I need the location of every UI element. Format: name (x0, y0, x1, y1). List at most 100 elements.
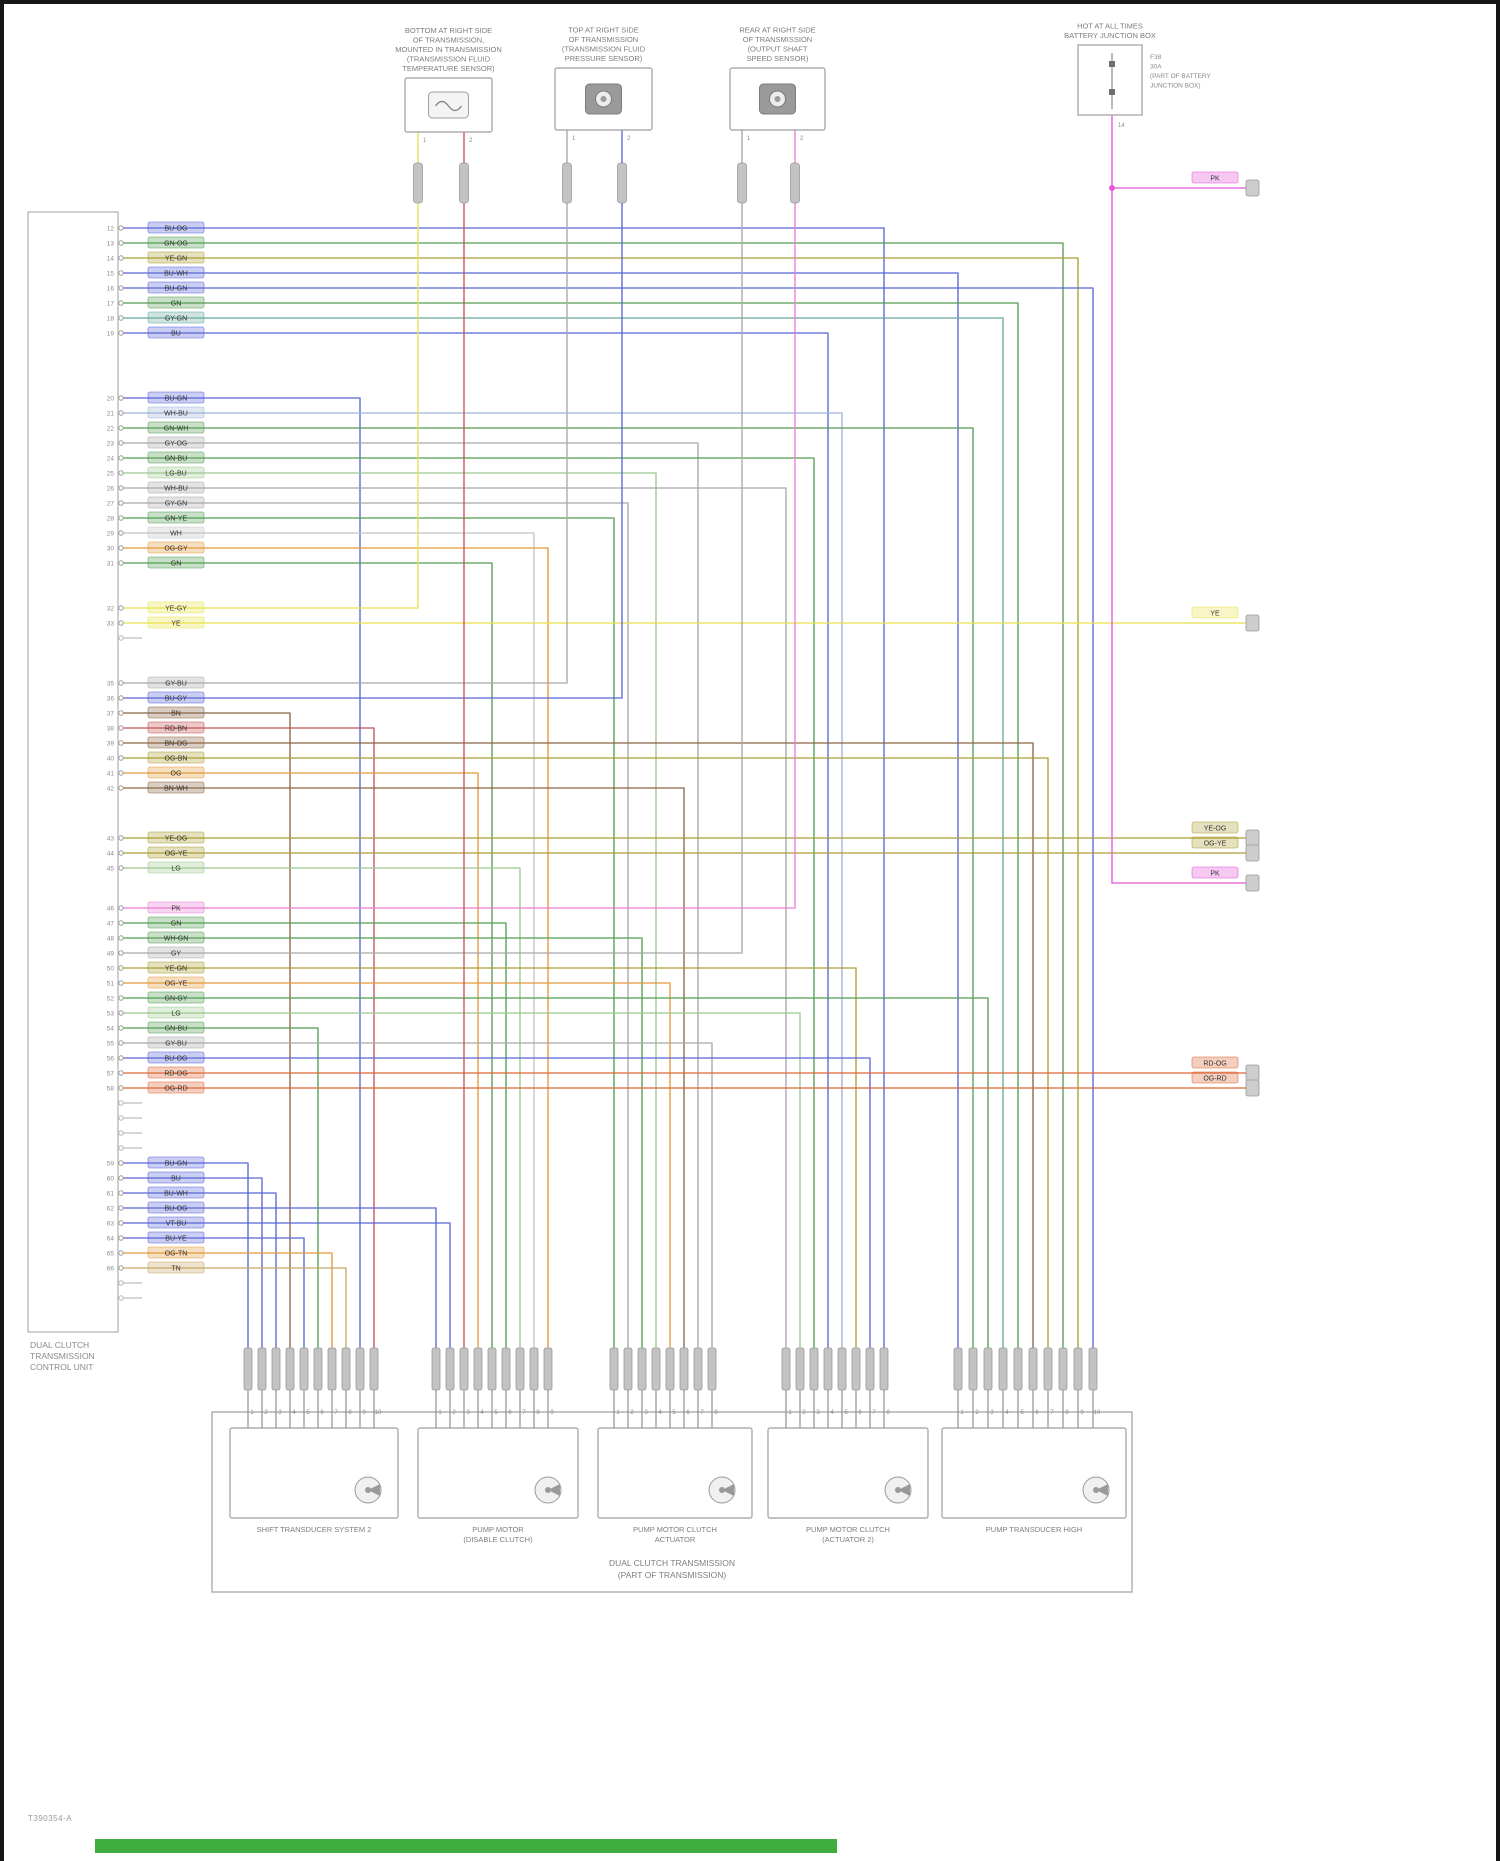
solenoid-label: PUMP MOTOR CLUTCH (806, 1525, 890, 1534)
junction-side-text: F38 (1150, 54, 1162, 61)
wire-color-label-pill (1191, 1056, 1239, 1069)
wire-color-label-pill (147, 1201, 205, 1214)
wire-OG (120, 772, 479, 1348)
module-pin (118, 905, 124, 911)
solenoid-box (767, 1427, 929, 1519)
module-pin-number: 20 (107, 396, 115, 403)
pin-connector-block (679, 1347, 689, 1391)
wire-color-label-pill (147, 526, 205, 539)
pin-number: 6 (1035, 1410, 1039, 1416)
module-pin (118, 620, 124, 626)
pin-number: 8 (714, 1410, 718, 1416)
module-pin-number: 12 (107, 226, 115, 233)
pin-connector-block (693, 1347, 703, 1391)
pin-connector-block (543, 1347, 553, 1391)
pin-connector-block (473, 1347, 483, 1391)
pin-number: 8 (348, 1410, 352, 1416)
pin-number: 6 (686, 1410, 690, 1416)
module-pin (118, 770, 124, 776)
module-pin-number: 23 (107, 441, 115, 448)
pin-connector-block (637, 1347, 647, 1391)
pin-connector-block (1043, 1347, 1053, 1391)
wire-color-label-pill (147, 616, 205, 629)
wire-color-label: YE-GY (165, 606, 187, 613)
pin-connector-block (781, 1347, 791, 1391)
inline-connector (562, 162, 572, 204)
wire-color-label: BU-WH (164, 271, 188, 278)
wire-BN (120, 787, 685, 1348)
fuse-icon (1109, 89, 1115, 95)
module-pin-number: 26 (107, 486, 115, 493)
pin-number: 6 (320, 1410, 324, 1416)
wire-color-label: BU (171, 1176, 181, 1183)
fluid-temp-sensor-label: BOTTOM AT RIGHT SIDE (405, 26, 492, 35)
module-pin (118, 300, 124, 306)
wire-color-label-pill (147, 391, 205, 404)
module-pin (118, 285, 124, 291)
wire-OL (120, 757, 1049, 1348)
fluid-temp-sensor-label: OF TRANSMISSION, (413, 36, 485, 45)
module-pin-number: 18 (107, 316, 115, 323)
module-pin (118, 755, 124, 761)
module-pin-number: 15 (107, 271, 115, 278)
wire-color-label: OG-RD (164, 1086, 187, 1093)
module-pin-number: 30 (107, 546, 115, 553)
wire-color-label: BU (171, 331, 181, 338)
wire-color-label-pill (147, 946, 205, 959)
wire-BN (120, 742, 1034, 1348)
pin-number: 9 (550, 1410, 554, 1416)
wire-color-label: BU-YE (165, 1236, 187, 1243)
module-pin (118, 395, 124, 401)
module-pin-number: 62 (107, 1206, 115, 1213)
junction-box-label: HOT AT ALL TIMES (1077, 22, 1143, 31)
connector-icon (368, 1484, 380, 1496)
pin-connector-block (431, 1347, 441, 1391)
pin-connector-block (515, 1347, 525, 1391)
transmission-label: DUAL CLUTCH TRANSMISSION (609, 1558, 735, 1568)
edge-connector (1245, 844, 1260, 862)
pin-number: 7 (872, 1410, 876, 1416)
wire-color-label-pill (147, 676, 205, 689)
junction-box (1077, 44, 1143, 116)
module-pin-number: 47 (107, 921, 115, 928)
module-pin (118, 835, 124, 841)
module-pin (118, 1160, 124, 1166)
pin-number: 2 (452, 1410, 456, 1416)
wire-OG (120, 547, 549, 1348)
solenoid-label: (DISABLE CLUTCH) (463, 1535, 533, 1544)
junction-side-text: JUNCTION BOX) (1150, 83, 1201, 90)
module-pin-number: 33 (107, 621, 115, 628)
wire-color-label: OG-GY (164, 546, 188, 553)
module-pin (118, 315, 124, 321)
page-border-top (0, 0, 1500, 4)
control-module-label: TRANSMISSION (30, 1351, 95, 1361)
pin-connector-block (665, 1347, 675, 1391)
module-pin-number: 16 (107, 286, 115, 293)
wire-color-label-pill (147, 511, 205, 524)
module-pin (118, 695, 124, 701)
pin-connector-block (257, 1347, 267, 1391)
solenoid-label: PUMP MOTOR (472, 1525, 524, 1534)
module-pin (118, 1100, 124, 1106)
module-pin-number: 32 (107, 606, 115, 613)
wire-color-label: YE (1210, 611, 1220, 618)
pin-number: 1 (788, 1410, 792, 1416)
wire-WH (120, 532, 535, 1348)
wire-GY (120, 502, 629, 1348)
wire-color-label-pill (147, 436, 205, 449)
wire-GN (120, 922, 507, 1348)
pin-connector-block (795, 1347, 805, 1391)
module-pin-number: 22 (107, 426, 115, 433)
module-pin (118, 1115, 124, 1121)
pin-connector-block (445, 1347, 455, 1391)
inline-connector (737, 162, 747, 204)
wire-color-label-pill (147, 846, 205, 859)
wire-color-label-pill (147, 556, 205, 569)
pin-connector-block (953, 1347, 963, 1391)
wire-GY (120, 1042, 713, 1348)
sensor-pin-number: 2 (627, 136, 631, 142)
wire-color-label-pill (147, 236, 205, 249)
solenoid-box (597, 1427, 753, 1519)
module-pin (118, 1205, 124, 1211)
